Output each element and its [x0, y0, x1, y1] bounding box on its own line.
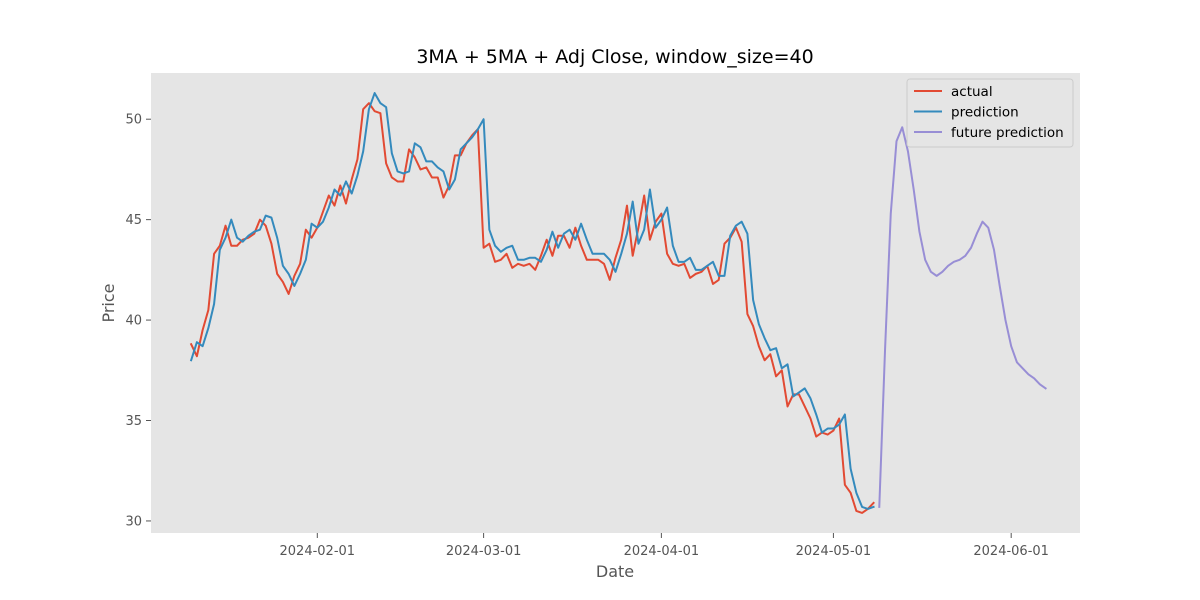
x-tick-label: 2024-05-01	[796, 544, 872, 559]
y-tick-label: 35	[125, 414, 142, 429]
series-layer	[189, 92, 1047, 514]
x-tick-label: 2024-04-01	[624, 544, 700, 559]
x-tick-label: 2024-03-01	[446, 544, 522, 559]
series-line-prediction	[189, 92, 875, 510]
series-line-actual	[189, 102, 875, 514]
plot-background	[151, 73, 1080, 533]
y-axis: 30 35 40 45 50	[125, 113, 151, 529]
legend-label: future prediction	[951, 125, 1064, 141]
y-axis-label: Price	[99, 283, 118, 322]
legend-label: prediction	[951, 105, 1019, 121]
legend-label: actual	[951, 84, 993, 100]
x-tick-label: 2024-02-01	[280, 544, 356, 559]
y-tick-label: 45	[125, 213, 142, 228]
x-axis: 2024-02-01 2024-03-01 2024-04-01 2024-05-01…	[280, 533, 1049, 559]
y-tick-label: 40	[125, 314, 142, 329]
series-line-future-prediction	[878, 126, 1047, 508]
y-tick-label: 50	[125, 113, 142, 128]
chart-title: 3MA + 5MA + Adj Close, window_size=40	[416, 46, 813, 68]
legend-box	[906, 78, 1074, 148]
x-tick-label: 2024-06-01	[973, 544, 1049, 559]
legend: actual prediction future prediction	[906, 78, 1074, 148]
x-axis-label: Date	[596, 562, 634, 581]
y-tick-label: 30	[125, 514, 142, 529]
